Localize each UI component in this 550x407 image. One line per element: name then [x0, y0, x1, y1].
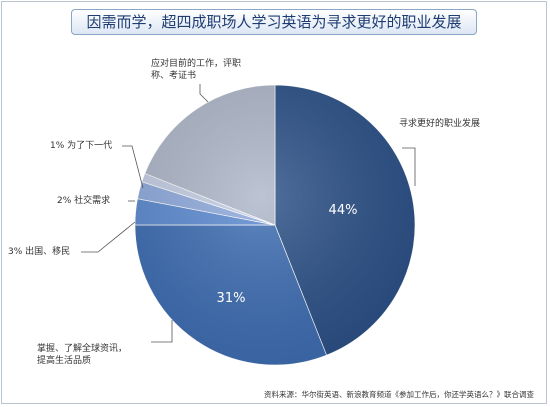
leader-line-job-title	[199, 84, 209, 103]
leader-line-global-info	[151, 320, 173, 343]
slice-label-abroad: 3% 出国、移民	[8, 247, 71, 257]
slice-label-global-info: 掌握、了解全球资讯， 提高生活品质	[37, 344, 128, 366]
slice-label-career: 寻求更好的职业发展	[399, 119, 481, 129]
data-label-global-info: 31%	[217, 291, 246, 306]
source-note: 资料来源：华尔街英语、新浪教育频道《参加工作后，你还学英语么？》联合调查	[264, 390, 534, 399]
leader-line-next-gen	[122, 145, 144, 189]
chart-title: 因需而学，超四成职场人学习英语为寻求更好的职业发展	[71, 9, 477, 35]
data-label-career: 44%	[329, 203, 358, 218]
leader-line-career	[402, 147, 416, 186]
slice-label-social: 2% 社交需求	[57, 196, 111, 206]
slice-label-next-gen: 1% 为了下一代	[50, 141, 113, 151]
leader-line-abroad	[81, 221, 136, 253]
slice-label-job-title: 应对目前的工作，评职 称、考证书	[151, 59, 242, 81]
